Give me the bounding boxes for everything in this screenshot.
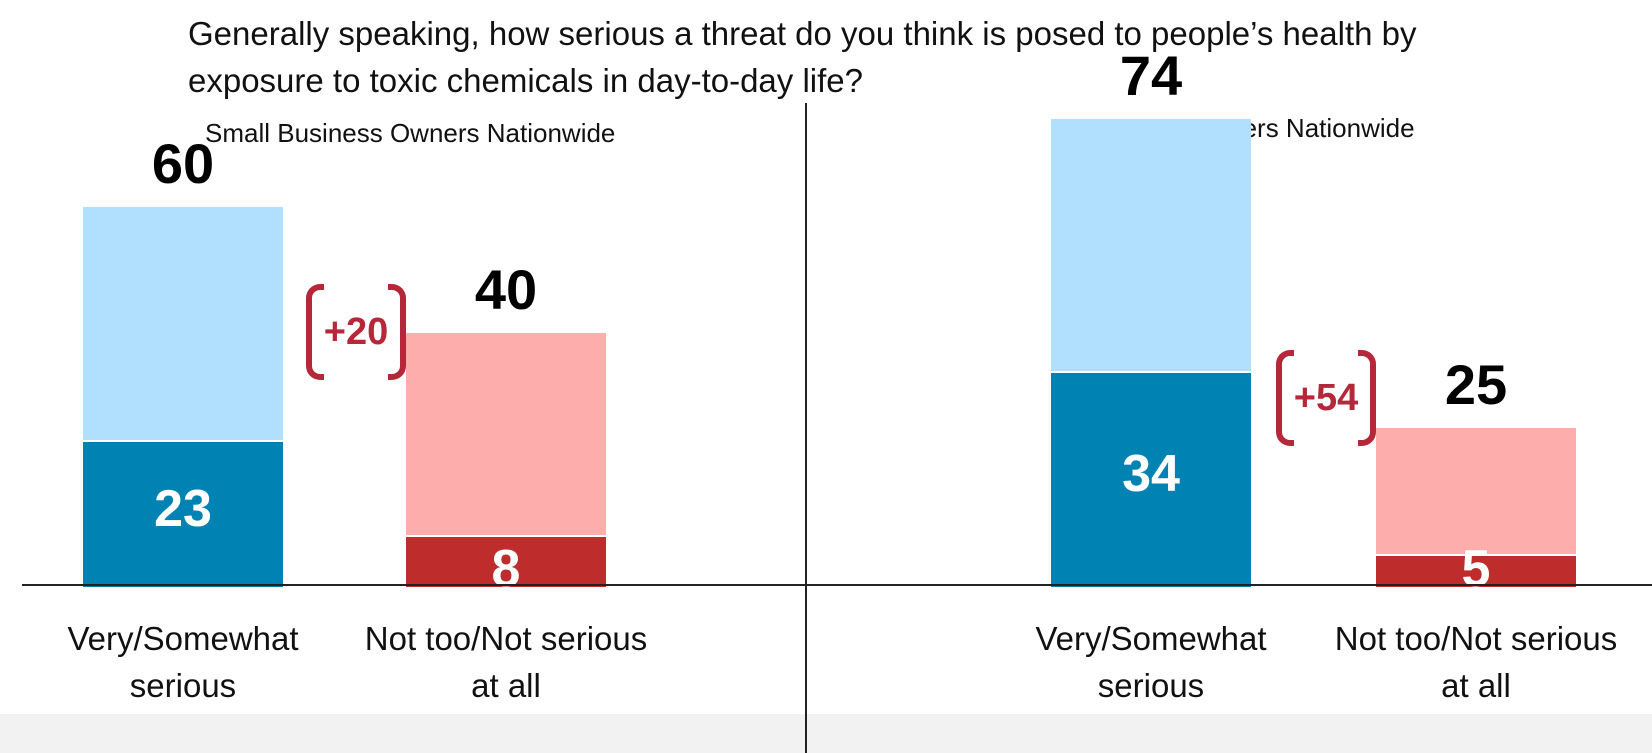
bracket-left	[306, 284, 324, 380]
bar-segment	[1376, 553, 1576, 587]
category-label-line: Not too/Not serious	[1334, 620, 1618, 657]
bar-segment	[1051, 370, 1251, 587]
category-label-line: Very/Somewhat	[1035, 620, 1267, 657]
data-label-total: 25	[1444, 352, 1508, 416]
data-label-total: 40	[474, 258, 538, 321]
data-label-total: 74	[1119, 43, 1183, 107]
category-label: Very/Somewhat serious	[13, 615, 353, 709]
footer-band	[0, 714, 1652, 753]
x-axis-baseline	[22, 584, 1652, 586]
category-label-line: serious	[129, 667, 237, 704]
difference-bracket: +20	[306, 284, 406, 380]
bracket-right	[1358, 350, 1376, 446]
data-label-segment: 5	[1461, 540, 1491, 598]
category-label-line: at all	[1441, 667, 1511, 704]
category-label-line: Very/Somewhat	[67, 620, 299, 657]
data-label-segment: 34	[1122, 444, 1180, 503]
bracket-right	[388, 284, 406, 380]
panel-title-small-business: Small Business Owners Nationwide	[205, 118, 616, 148]
bar-segment	[406, 534, 606, 587]
bar-segment	[83, 440, 283, 587]
question-title: Generally speaking, how serious a threat…	[188, 15, 1417, 99]
difference-label: +20	[323, 311, 389, 353]
data-label-segment: 23	[154, 479, 212, 538]
category-label: Very/Somewhat serious	[981, 615, 1321, 709]
category-label-line: serious	[1097, 667, 1205, 704]
difference-label: +54	[1293, 377, 1359, 419]
data-label-total: 60	[151, 132, 215, 195]
category-label: Not too/Not serious at all	[336, 615, 676, 709]
bracket-left	[1276, 350, 1294, 446]
data-label-segment: 8	[491, 540, 521, 598]
category-label-line: Not too/Not serious	[364, 620, 648, 657]
category-label-line: at all	[471, 667, 541, 704]
panel-divider	[805, 103, 807, 753]
category-label: Not too/Not serious at all	[1306, 615, 1646, 709]
difference-bracket: +54	[1276, 350, 1376, 446]
